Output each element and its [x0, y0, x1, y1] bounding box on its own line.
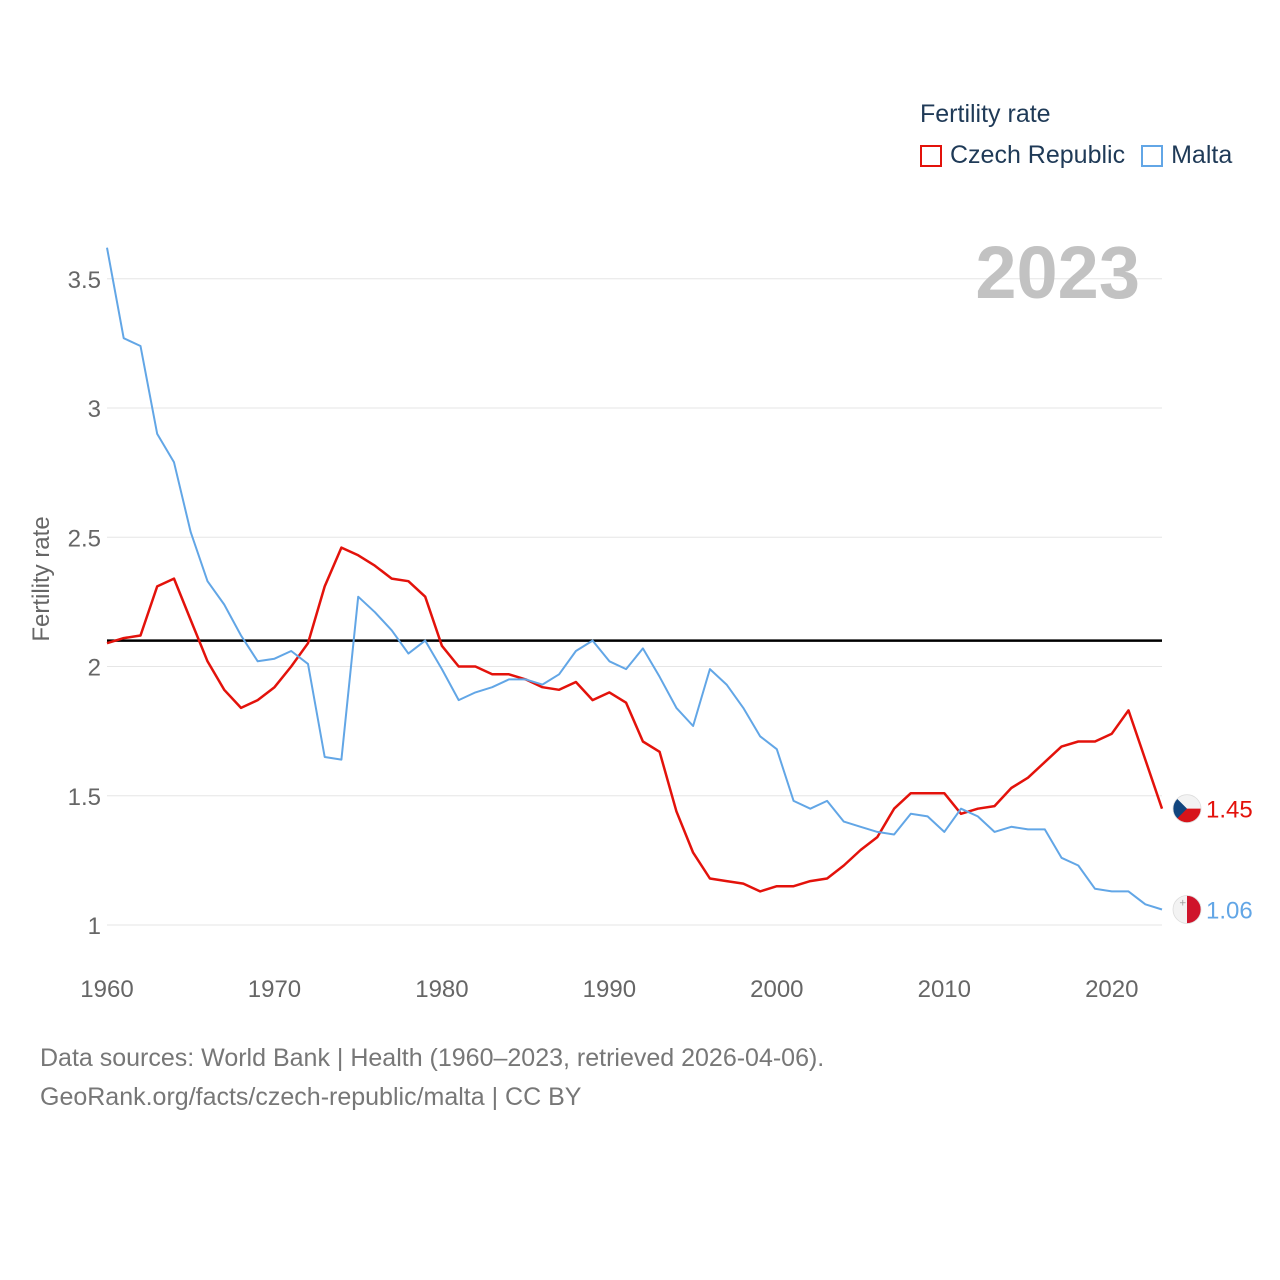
legend-swatch-malta	[1141, 144, 1164, 167]
end-value-label-czech-republic: 1.45	[1206, 797, 1253, 824]
legend-item-malta[interactable]: Malta	[1141, 141, 1232, 170]
y-tick-label: 2.5	[68, 525, 101, 552]
x-axis-ticks: 1960 1970 1980 1990 2000 2010 2020	[80, 976, 1138, 1003]
x-tick-label: 2010	[918, 976, 971, 1003]
x-tick-label: 2000	[750, 976, 803, 1003]
y-tick-label: 3	[88, 396, 101, 423]
flag-outline	[1172, 895, 1202, 924]
flag-outline	[1172, 794, 1202, 824]
y-axis-label: Fertility rate	[28, 516, 55, 642]
x-tick-label: 1970	[248, 976, 301, 1003]
x-tick-label: 1990	[583, 976, 636, 1003]
grid-lines	[107, 278, 1162, 926]
legend-item-czech-republic[interactable]: Czech Republic	[920, 141, 1125, 170]
y-tick-label: 1	[88, 913, 101, 940]
series-line-czech-republic	[106, 546, 1164, 893]
flag-icon-malta: +	[1172, 895, 1202, 924]
legend-label-czech-republic: Czech Republic	[950, 141, 1126, 169]
legend: Czech Republic Malta	[920, 141, 1248, 170]
flag-blue-triangle	[1173, 798, 1187, 819]
y-tick-label: 1.5	[68, 784, 101, 811]
series-group	[106, 247, 1164, 911]
data-sources-note: Data sources: World Bank | Health (1960–…	[40, 1044, 825, 1072]
year-label: 2023	[975, 231, 1140, 314]
y-axis-ticks: 1 1.5 2 2.5 3 3.5	[68, 267, 101, 940]
flag-icon-czech-republic	[1172, 794, 1202, 824]
end-value-label-malta: 1.06	[1206, 897, 1253, 924]
y-tick-label: 3.5	[68, 267, 101, 294]
y-tick-label: 2	[88, 655, 101, 682]
x-tick-label: 2020	[1085, 976, 1138, 1003]
legend-label-malta: Malta	[1171, 141, 1233, 169]
george-cross: +	[1179, 898, 1187, 908]
legend-title: Fertility rate	[920, 100, 1051, 128]
legend-swatch-czech-republic	[920, 144, 942, 167]
flag-white-half	[1173, 895, 1187, 924]
flag-red-half	[1187, 895, 1202, 924]
series-line-malta	[106, 247, 1163, 911]
end-markers: 1.45 + 1.06	[1172, 794, 1253, 924]
x-tick-label: 1980	[415, 976, 468, 1003]
source-url: GeoRank.org/facts/czech-republic/malta |…	[40, 1083, 582, 1111]
x-tick-label: 1960	[80, 976, 133, 1003]
